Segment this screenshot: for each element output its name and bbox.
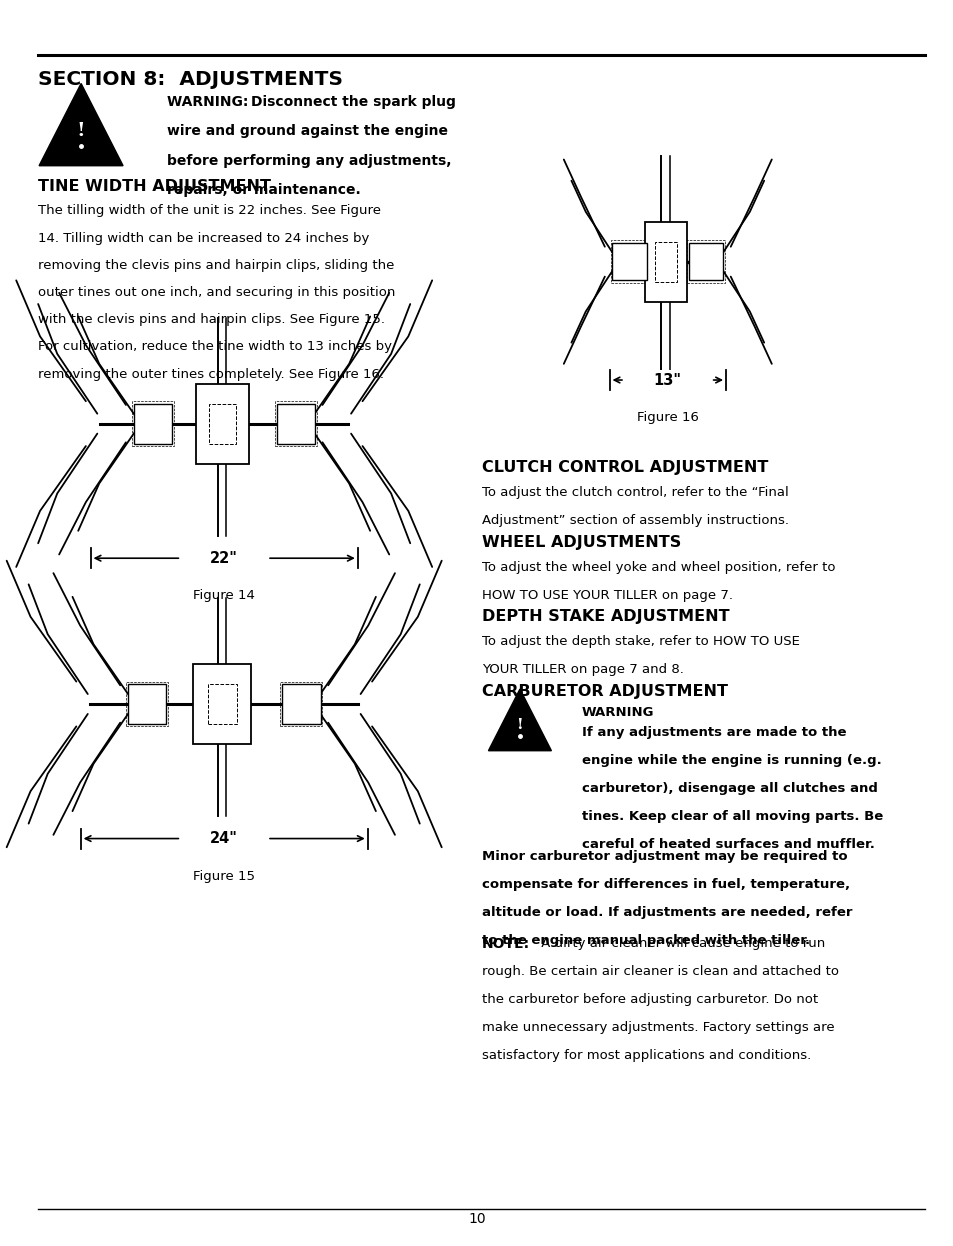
Text: 10: 10 <box>468 1211 485 1226</box>
Bar <box>274 401 316 446</box>
Text: the carburetor before adjusting carburetor. Do not: the carburetor before adjusting carburet… <box>481 993 817 1006</box>
Polygon shape <box>39 83 123 166</box>
Text: WHEEL ADJUSTMENTS: WHEEL ADJUSTMENTS <box>481 535 680 549</box>
Bar <box>276 404 314 444</box>
Bar <box>208 684 236 724</box>
Text: Minor carburetor adjustment may be required to: Minor carburetor adjustment may be requi… <box>481 850 846 862</box>
Text: CARBURETOR ADJUSTMENT: CARBURETOR ADJUSTMENT <box>481 684 727 699</box>
Bar <box>132 401 173 446</box>
Text: before performing any adjustments,: before performing any adjustments, <box>167 153 451 168</box>
Bar <box>128 684 166 724</box>
Text: rough. Be certain air cleaner is clean and attached to: rough. Be certain air cleaner is clean a… <box>481 964 838 978</box>
Bar <box>133 404 172 444</box>
Bar <box>612 243 646 280</box>
Text: careful of heated surfaces and muffler.: careful of heated surfaces and muffler. <box>581 839 874 851</box>
Text: removing the outer tines completely. See Figure 16.: removing the outer tines completely. See… <box>38 368 384 381</box>
Text: For cultivation, reduce the tine width to 13 inches by: For cultivation, reduce the tine width t… <box>38 340 392 354</box>
Text: tines. Keep clear of all moving parts. Be: tines. Keep clear of all moving parts. B… <box>581 810 882 824</box>
Text: Disconnect the spark plug: Disconnect the spark plug <box>251 95 456 108</box>
Bar <box>655 242 676 282</box>
Text: carburetor), disengage all clutches and: carburetor), disengage all clutches and <box>581 782 877 795</box>
Bar <box>280 682 322 726</box>
Text: To adjust the depth stake, refer to HOW TO USE: To adjust the depth stake, refer to HOW … <box>481 635 799 648</box>
Text: WARNING:: WARNING: <box>167 95 253 108</box>
Bar <box>193 664 251 744</box>
Text: outer tines out one inch, and securing in this position: outer tines out one inch, and securing i… <box>38 287 395 299</box>
Text: engine while the engine is running (e.g.: engine while the engine is running (e.g. <box>581 754 881 768</box>
Text: altitude or load. If adjustments are needed, refer: altitude or load. If adjustments are nee… <box>481 906 851 918</box>
Text: compensate for differences in fuel, temperature,: compensate for differences in fuel, temp… <box>481 877 849 891</box>
Text: WARNING: WARNING <box>581 706 654 719</box>
Text: Adjustment” section of assembly instructions.: Adjustment” section of assembly instruct… <box>481 513 788 527</box>
Text: The tilling width of the unit is 22 inches. See Figure: The tilling width of the unit is 22 inch… <box>38 204 381 217</box>
Text: NOTE:: NOTE: <box>481 937 529 951</box>
Bar <box>688 243 722 280</box>
Text: To adjust the wheel yoke and wheel position, refer to: To adjust the wheel yoke and wheel posit… <box>481 561 835 573</box>
Text: removing the clevis pins and hairpin clips, sliding the: removing the clevis pins and hairpin cli… <box>38 259 395 272</box>
Text: to the engine manual packed with the tiller.: to the engine manual packed with the til… <box>481 933 809 947</box>
Polygon shape <box>488 689 551 750</box>
Text: make unnecessary adjustments. Factory settings are: make unnecessary adjustments. Factory se… <box>481 1020 834 1034</box>
Text: wire and ground against the engine: wire and ground against the engine <box>167 125 448 138</box>
Text: If any adjustments are made to the: If any adjustments are made to the <box>581 726 845 739</box>
Text: 14. Tilling width can be increased to 24 inches by: 14. Tilling width can be increased to 24… <box>38 232 369 244</box>
Text: with the clevis pins and hairpin clips. See Figure 15.: with the clevis pins and hairpin clips. … <box>38 313 385 326</box>
Bar <box>686 240 724 283</box>
Bar <box>126 682 168 726</box>
Text: YOUR TILLER on page 7 and 8.: YOUR TILLER on page 7 and 8. <box>481 663 683 677</box>
Text: !: ! <box>76 122 86 140</box>
Text: To adjust the clutch control, refer to the “Final: To adjust the clutch control, refer to t… <box>481 486 788 498</box>
Bar <box>282 684 320 724</box>
Bar <box>195 384 249 464</box>
Text: 22": 22" <box>210 551 238 566</box>
Text: SECTION 8:  ADJUSTMENTS: SECTION 8: ADJUSTMENTS <box>38 70 343 88</box>
Text: 24": 24" <box>210 831 238 846</box>
Bar <box>610 240 648 283</box>
Text: 13": 13" <box>653 373 681 388</box>
Text: satisfactory for most applications and conditions.: satisfactory for most applications and c… <box>481 1049 810 1062</box>
Text: Figure 14: Figure 14 <box>193 589 254 602</box>
Text: DEPTH STAKE ADJUSTMENT: DEPTH STAKE ADJUSTMENT <box>481 609 729 624</box>
Text: A dirty air cleaner will cause engine to run: A dirty air cleaner will cause engine to… <box>537 937 824 949</box>
Text: CLUTCH CONTROL ADJUSTMENT: CLUTCH CONTROL ADJUSTMENT <box>481 460 767 475</box>
Text: repairs, or maintenance.: repairs, or maintenance. <box>167 183 360 197</box>
Text: TINE WIDTH ADJUSTMENT: TINE WIDTH ADJUSTMENT <box>38 179 271 194</box>
Bar <box>209 404 235 444</box>
Text: Figure 15: Figure 15 <box>193 870 254 882</box>
Bar <box>644 222 686 302</box>
Text: !: ! <box>517 718 522 731</box>
Text: Figure 16: Figure 16 <box>637 411 698 424</box>
Text: HOW TO USE YOUR TILLER on page 7.: HOW TO USE YOUR TILLER on page 7. <box>481 588 732 602</box>
